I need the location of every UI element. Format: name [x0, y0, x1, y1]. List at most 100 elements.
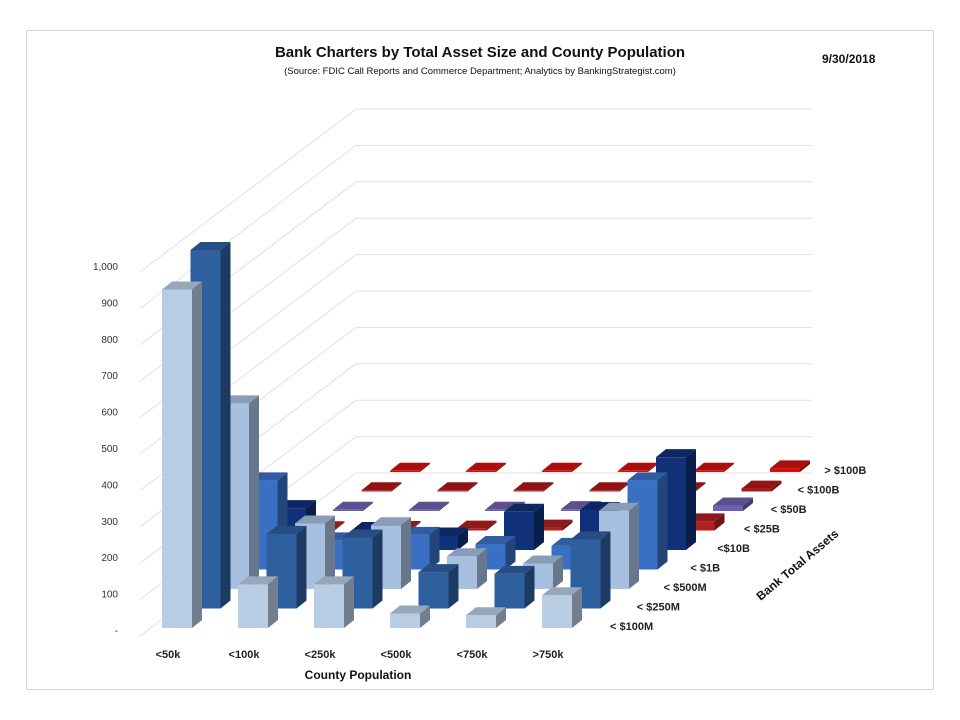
bar-front: [694, 470, 724, 472]
bars: [162, 241, 810, 628]
y-tick-label: 500: [101, 444, 118, 455]
x-tick-label: >750k: [533, 649, 565, 661]
bar-side: [458, 527, 468, 550]
bar-front: [238, 584, 268, 628]
depth-tick-label: < $100M: [610, 621, 653, 633]
bar-side: [524, 565, 535, 609]
bar-front: [361, 490, 392, 492]
bar: [437, 482, 478, 492]
depth-axis: < $100M < $250M < $500M < $1B <$10B < $25B < $…: [610, 465, 866, 633]
depth-tick-label: < $25B: [744, 524, 780, 536]
bar-side: [420, 605, 430, 628]
bar: [466, 607, 506, 628]
bar-top: [523, 555, 563, 564]
bar-front: [466, 470, 496, 472]
bar: [542, 587, 582, 628]
depth-tick-label: <$10B: [717, 543, 750, 555]
depth-axis-title: Bank Total Assets: [754, 526, 842, 603]
depth-tick-label: < $100B: [798, 485, 840, 497]
bar-side: [334, 521, 345, 531]
bar-top: [589, 482, 630, 491]
bar: [418, 564, 459, 609]
grid-line-left: [139, 108, 357, 273]
bar-front: [390, 470, 420, 472]
bar-side: [496, 607, 506, 628]
x-tick-label: <500k: [381, 649, 413, 661]
bar-front: [561, 509, 591, 511]
bar-side: [268, 576, 278, 628]
bar: [333, 501, 373, 511]
bar-top: [456, 520, 497, 529]
bar-top: [494, 565, 535, 574]
bar-top: [504, 503, 544, 512]
bar-side: [420, 462, 430, 472]
bar-side: [553, 555, 563, 589]
bar-front: [494, 573, 525, 609]
bar-front: [589, 490, 620, 492]
bar-front: [713, 505, 743, 511]
chart-date: 9/30/2018: [822, 52, 876, 66]
bar-side: [505, 536, 516, 570]
x-tick-label: <100k: [229, 649, 261, 661]
bar: [447, 548, 487, 589]
bar-front: [741, 488, 772, 492]
bar: [589, 482, 630, 492]
bar-top: [266, 525, 307, 534]
bar-top: [314, 576, 354, 585]
bar-top: [570, 531, 611, 540]
bar-side: [629, 502, 639, 589]
bar-front: [770, 468, 800, 472]
bar: [390, 605, 430, 628]
depth-tick-label: < $50B: [771, 504, 807, 516]
bar-top: [627, 472, 668, 481]
bar-top: [475, 536, 516, 545]
bar-top: [618, 462, 658, 471]
bar: [266, 525, 307, 609]
bar-top: [513, 482, 554, 491]
bar: [694, 462, 734, 472]
y-tick-label: 800: [101, 335, 118, 346]
bar-side: [372, 529, 383, 609]
bar-top: [333, 501, 373, 510]
bar-side: [800, 460, 810, 472]
x-axis: <50k <100k <250k <500k <750k >750k: [156, 649, 565, 661]
bar: [542, 462, 582, 472]
bar-side: [296, 525, 307, 609]
x-axis-title: County Population: [305, 668, 412, 682]
bar-front: [618, 470, 648, 472]
bar-side: [619, 482, 630, 492]
bar-front: [485, 509, 515, 511]
bar-side: [534, 503, 544, 550]
bar: [238, 576, 278, 628]
bar: [618, 462, 658, 472]
bar-side: [344, 576, 354, 628]
bar-side: [648, 462, 658, 472]
bar: [513, 482, 554, 492]
bar-top: [371, 517, 411, 526]
bar-front: [542, 470, 572, 472]
bar-front: [437, 490, 468, 492]
bar: [342, 529, 383, 609]
bar-side: [600, 531, 611, 609]
bar-side: [439, 501, 449, 511]
grid-line-left: [139, 145, 357, 309]
y-tick-label: 900: [101, 298, 118, 309]
bar-front: [466, 615, 496, 628]
bar-side: [325, 515, 335, 589]
bar-top: [418, 564, 459, 573]
y-tick-label: 400: [101, 480, 118, 491]
bar-side: [572, 462, 582, 472]
bar: [713, 497, 753, 511]
bar-side: [657, 472, 668, 570]
bar-top: [190, 241, 231, 250]
bar-top: [770, 460, 810, 469]
bar: [456, 520, 497, 531]
bar-side: [467, 482, 478, 492]
bar-side: [743, 497, 753, 511]
bar: [770, 460, 810, 472]
bar-top: [390, 605, 430, 614]
bar: [361, 482, 402, 492]
bar-front: [456, 528, 487, 531]
bar: [409, 501, 449, 511]
bar-side: [695, 482, 706, 492]
